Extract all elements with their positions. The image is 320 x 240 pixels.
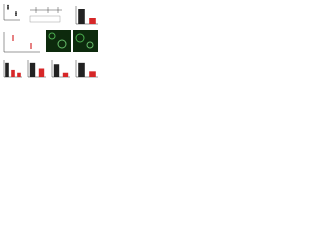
figure	[3, 4, 98, 78]
point	[7, 4, 9, 7]
point	[30, 45, 32, 47]
page: {"chart_data": [ {"type": "scatter", "x"…	[0, 0, 100, 79]
bar	[53, 64, 60, 77]
bar	[78, 62, 85, 77]
point	[15, 12, 17, 15]
bar	[29, 62, 36, 77]
point	[7, 6, 9, 9]
bar	[11, 69, 15, 77]
point	[12, 37, 14, 39]
bar	[89, 71, 96, 77]
point	[12, 35, 14, 37]
point	[30, 43, 32, 45]
point	[30, 47, 32, 49]
point	[12, 39, 14, 41]
point	[7, 7, 9, 10]
bar	[5, 62, 9, 77]
point	[15, 11, 17, 13]
bar	[78, 9, 85, 24]
micrographs	[46, 30, 98, 52]
point	[15, 14, 17, 17]
bar	[89, 18, 96, 24]
schematic	[29, 7, 62, 23]
bar	[17, 72, 21, 77]
bar	[62, 72, 69, 77]
bar	[38, 68, 45, 77]
